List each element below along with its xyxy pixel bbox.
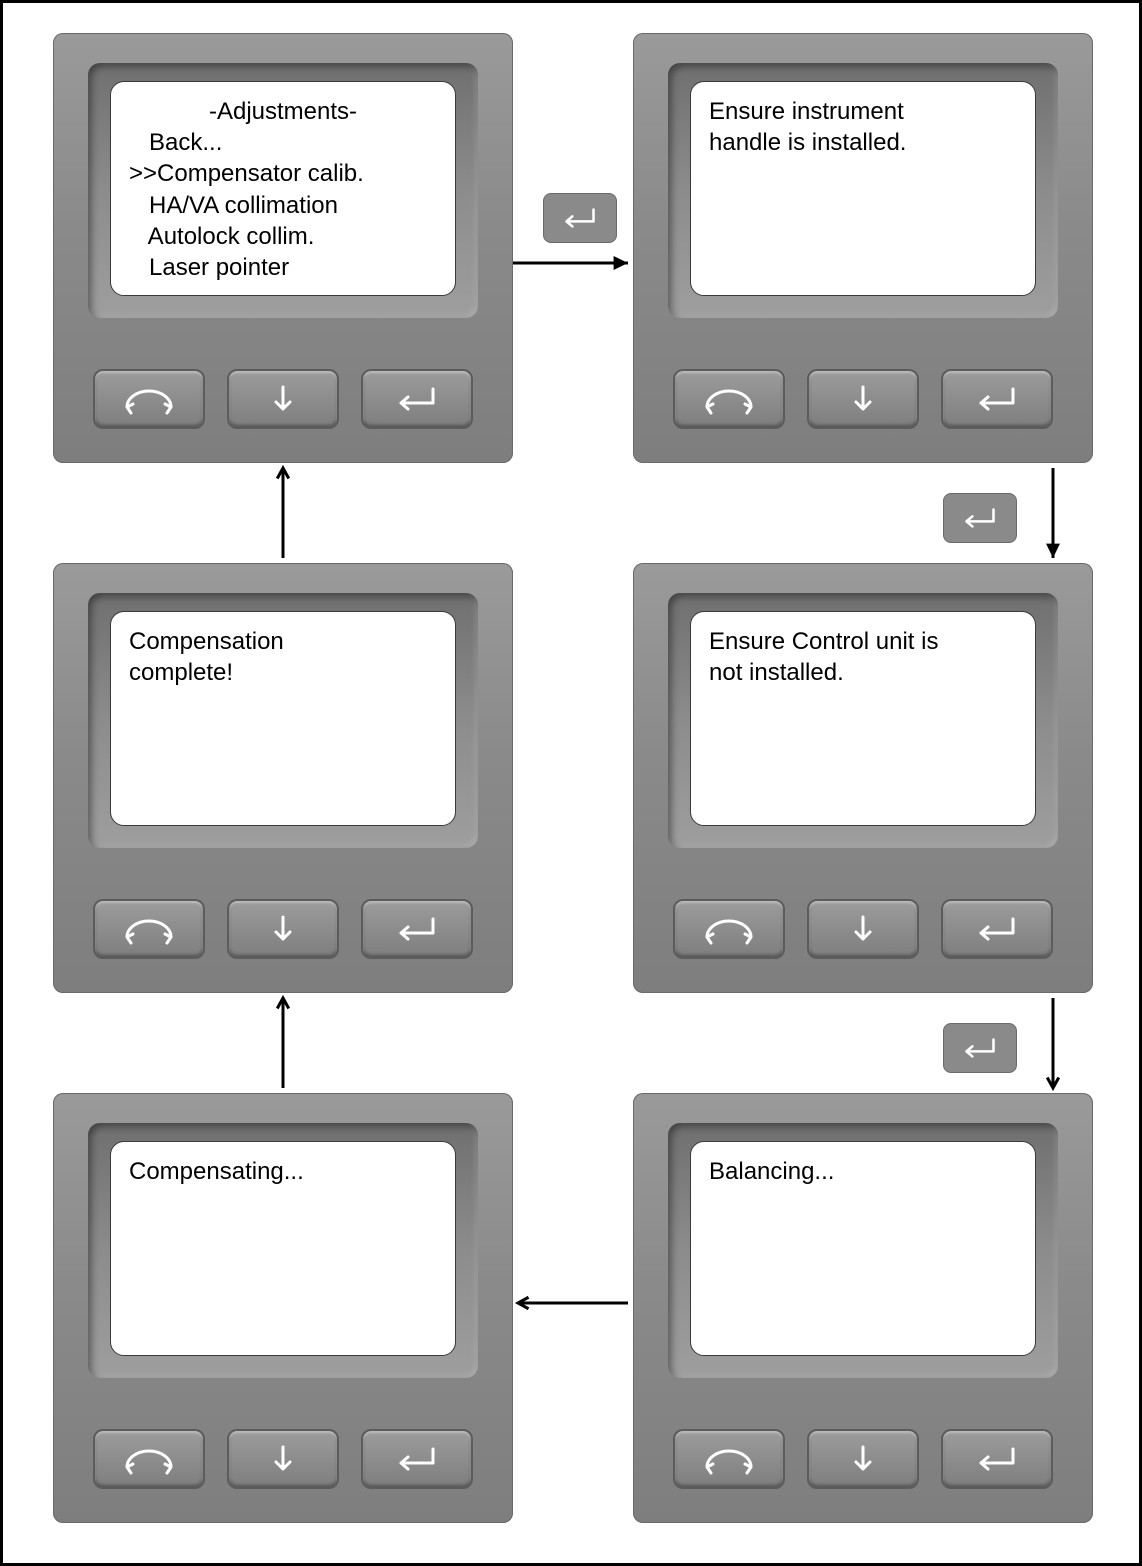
- screen-line: handle is installed.: [709, 127, 1017, 158]
- enter-button[interactable]: [941, 899, 1053, 959]
- enter-button[interactable]: [361, 369, 473, 429]
- screen-line: Ensure Control unit is: [709, 626, 1017, 657]
- screen-line: HA/VA collimation: [129, 190, 437, 221]
- enter-icon: [953, 1031, 1007, 1065]
- enter-icon: [385, 381, 449, 417]
- enter-button[interactable]: [361, 899, 473, 959]
- flow-diagram: -Adjustments- Back...>>Compensator calib…: [0, 0, 1142, 1566]
- down-button[interactable]: [807, 899, 919, 959]
- button-row: [633, 369, 1093, 429]
- enter-button[interactable]: [361, 1429, 473, 1489]
- screen-line: Back...: [129, 127, 437, 158]
- enter-key-chip: [943, 1023, 1017, 1073]
- rotate-button[interactable]: [93, 369, 205, 429]
- flow-arrow-balancing-to-compensating: [503, 1288, 643, 1318]
- screen: Ensure instrumenthandle is installed.: [690, 81, 1036, 296]
- rotate-button[interactable]: [673, 899, 785, 959]
- device-compensating: Compensating...: [53, 1093, 513, 1523]
- down-arrow-icon: [831, 911, 895, 947]
- screen-line: >>Compensator calib.: [129, 158, 437, 189]
- enter-icon: [965, 1441, 1029, 1477]
- screen: -Adjustments- Back...>>Compensator calib…: [110, 81, 456, 296]
- enter-icon: [385, 911, 449, 947]
- rotate-icon: [697, 381, 761, 417]
- screen-bezel: Ensure Control unit isnot installed.: [668, 593, 1058, 848]
- screen-line: Ensure instrument: [709, 96, 1017, 127]
- screen-bezel: Balancing...: [668, 1123, 1058, 1378]
- device-control_unit: Ensure Control unit isnot installed.: [633, 563, 1093, 993]
- flow-arrow-handle-to-control: [1038, 453, 1068, 573]
- screen: Compensationcomplete!: [110, 611, 456, 826]
- screen-line: not installed.: [709, 657, 1017, 688]
- enter-icon: [385, 1441, 449, 1477]
- screen-bezel: Compensating...: [88, 1123, 478, 1378]
- down-arrow-icon: [831, 1441, 895, 1477]
- rotate-button[interactable]: [673, 369, 785, 429]
- screen-line: Laser pointer: [129, 252, 437, 283]
- down-arrow-icon: [831, 381, 895, 417]
- screen-bezel: Compensationcomplete!: [88, 593, 478, 848]
- button-row: [53, 899, 513, 959]
- rotate-button[interactable]: [673, 1429, 785, 1489]
- screen-line: Compensation: [129, 626, 437, 657]
- down-arrow-icon: [251, 381, 315, 417]
- rotate-icon: [117, 1441, 181, 1477]
- enter-icon: [965, 381, 1029, 417]
- rotate-icon: [697, 1441, 761, 1477]
- screen: Ensure Control unit isnot installed.: [690, 611, 1036, 826]
- down-arrow-icon: [251, 911, 315, 947]
- device-handle: Ensure instrumenthandle is installed.: [633, 33, 1093, 463]
- screen-line: Balancing...: [709, 1156, 1017, 1187]
- enter-button[interactable]: [941, 369, 1053, 429]
- button-row: [633, 899, 1093, 959]
- down-button[interactable]: [227, 1429, 339, 1489]
- screen-line: Compensating...: [129, 1156, 437, 1187]
- screen: Compensating...: [110, 1141, 456, 1356]
- device-balancing: Balancing...: [633, 1093, 1093, 1523]
- rotate-icon: [117, 381, 181, 417]
- button-row: [633, 1429, 1093, 1489]
- flow-arrow-complete-to-adj: [268, 453, 298, 573]
- down-button[interactable]: [807, 369, 919, 429]
- device-adjustments: -Adjustments- Back...>>Compensator calib…: [53, 33, 513, 463]
- enter-button[interactable]: [941, 1429, 1053, 1489]
- rotate-button[interactable]: [93, 899, 205, 959]
- enter-icon: [953, 501, 1007, 535]
- flow-arrow-adj-to-handle: [498, 248, 643, 278]
- enter-key-chip: [543, 193, 617, 243]
- flow-arrow-compensating-to-complete: [268, 983, 298, 1103]
- enter-icon: [553, 201, 607, 235]
- down-button[interactable]: [807, 1429, 919, 1489]
- rotate-icon: [697, 911, 761, 947]
- button-row: [53, 369, 513, 429]
- screen-line: complete!: [129, 657, 437, 688]
- down-button[interactable]: [227, 899, 339, 959]
- screen-title: -Adjustments-: [129, 96, 437, 127]
- device-complete: Compensationcomplete!: [53, 563, 513, 993]
- screen-bezel: -Adjustments- Back...>>Compensator calib…: [88, 63, 478, 318]
- screen: Balancing...: [690, 1141, 1036, 1356]
- down-arrow-icon: [251, 1441, 315, 1477]
- flow-arrow-control-to-balancing: [1038, 983, 1068, 1103]
- rotate-icon: [117, 911, 181, 947]
- screen-bezel: Ensure instrumenthandle is installed.: [668, 63, 1058, 318]
- button-row: [53, 1429, 513, 1489]
- enter-icon: [965, 911, 1029, 947]
- screen-line: Autolock collim.: [129, 221, 437, 252]
- rotate-button[interactable]: [93, 1429, 205, 1489]
- enter-key-chip: [943, 493, 1017, 543]
- down-button[interactable]: [227, 369, 339, 429]
